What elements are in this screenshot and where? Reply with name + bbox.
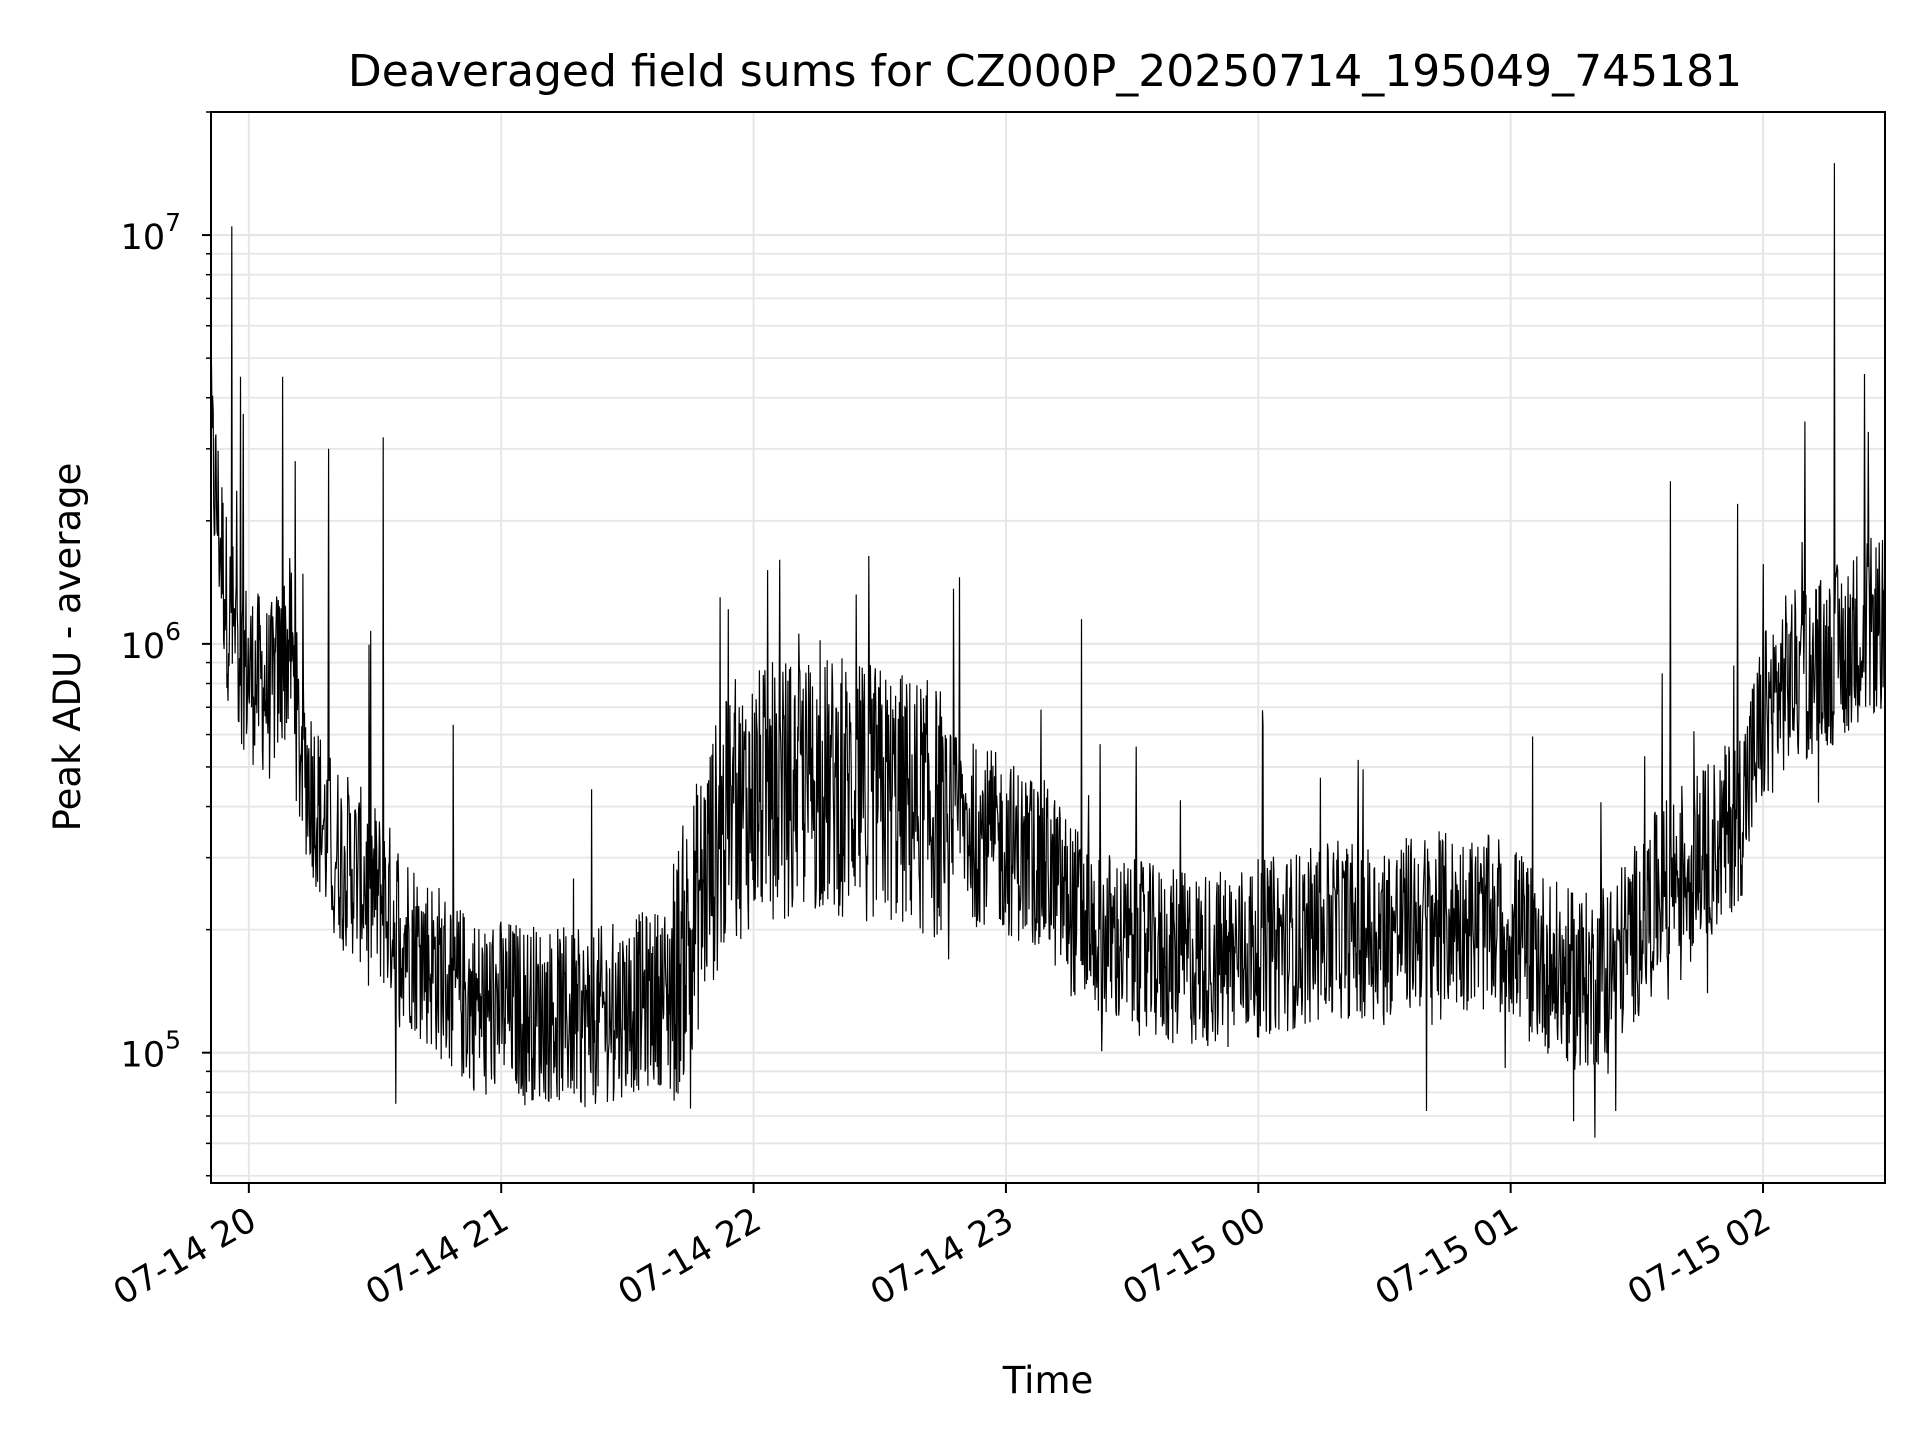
y-tick-base: 10 [121, 218, 166, 258]
y-tick-label: 106 [121, 617, 181, 667]
y-tick-exponent: 7 [165, 208, 181, 237]
series-line-path [210, 163, 1886, 1138]
y-tick-base: 10 [121, 1036, 166, 1076]
y-tick-base: 10 [121, 627, 166, 667]
grid [211, 111, 1885, 1183]
data-series-line [210, 163, 1886, 1138]
plot-frame [210, 111, 1886, 1184]
y-axis-label: Peak ADU - average [46, 463, 89, 832]
y-tick-label: 105 [121, 1026, 181, 1076]
chart-title: Deaveraged field sums for CZ000P_2025071… [348, 46, 1742, 97]
y-tick-exponent: 5 [165, 1026, 181, 1055]
y-tick-exponent: 6 [165, 617, 181, 646]
x-axis-label: Time [1002, 1359, 1094, 1402]
y-tick-label: 107 [121, 208, 181, 258]
